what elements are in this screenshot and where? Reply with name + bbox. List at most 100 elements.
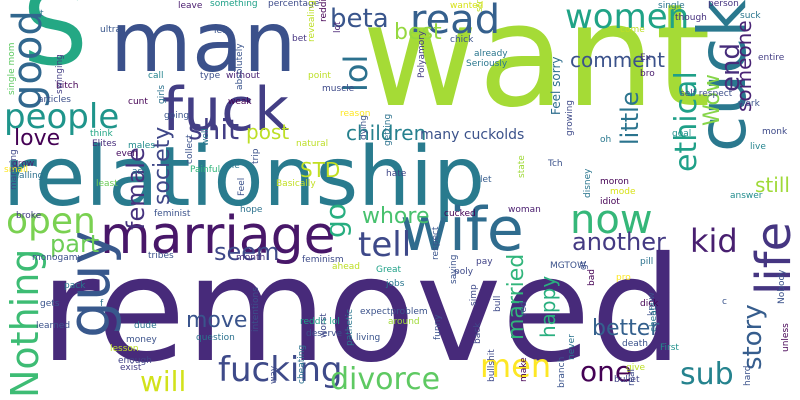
word-let: let bbox=[480, 175, 492, 185]
word-revealing: revealing bbox=[307, 0, 317, 42]
word-many-cuckolds: many cuckolds bbox=[420, 127, 525, 143]
word-pro: pro bbox=[616, 273, 631, 283]
word-bullet: bullet bbox=[614, 375, 640, 385]
word-elites: Elites bbox=[92, 139, 117, 149]
word-wife: wife bbox=[400, 195, 524, 265]
word-std: STD bbox=[300, 158, 341, 182]
word-now: now bbox=[570, 197, 653, 243]
word-fuck: fuck bbox=[162, 75, 289, 145]
word-ahead: ahead bbox=[332, 262, 360, 272]
word-expectproblem: expectproblem bbox=[360, 307, 428, 317]
word-better: better bbox=[592, 316, 660, 341]
word-female: female bbox=[122, 147, 150, 230]
word-girls: girls bbox=[157, 84, 167, 104]
word-feminist: feminist bbox=[154, 209, 191, 219]
word-people: people bbox=[4, 97, 120, 137]
word-single: single bbox=[658, 1, 685, 11]
word-muscle: muscle bbox=[322, 84, 355, 94]
word-story: story bbox=[738, 304, 768, 370]
word-pill: pill bbox=[640, 257, 654, 267]
word-cunt: cunt bbox=[128, 97, 148, 107]
word-swinging: swinging bbox=[55, 54, 65, 94]
word-real: real bbox=[627, 368, 637, 386]
word-simp: simp bbox=[469, 284, 479, 306]
word-percentage: percentage bbox=[268, 0, 320, 9]
word-month: month bbox=[236, 253, 266, 263]
word-wow: Wow bbox=[700, 74, 725, 126]
word-wanted: wanted bbox=[450, 1, 484, 11]
word-kid: kid bbox=[690, 222, 738, 260]
word-type: type bbox=[200, 71, 221, 81]
word-gt: gt bbox=[579, 260, 589, 270]
word-red: red bbox=[519, 301, 529, 316]
word-led: led bbox=[214, 26, 228, 36]
word-moron: moron bbox=[600, 177, 629, 187]
word-love: love bbox=[14, 126, 61, 151]
word-sub: sub bbox=[680, 357, 734, 392]
word-best: best bbox=[394, 20, 442, 45]
word-person: person bbox=[708, 0, 739, 9]
word-enough: enough bbox=[118, 356, 152, 366]
word-feel-sorry: Feel sorry bbox=[549, 56, 563, 115]
word-growing: growing bbox=[565, 100, 575, 136]
word-bullshit: bullshit bbox=[487, 349, 497, 382]
word-bet: bet bbox=[292, 34, 307, 44]
word-marrying: marrying bbox=[9, 149, 19, 190]
word-seem: seem bbox=[214, 238, 280, 266]
word-divorce: divorce bbox=[330, 362, 441, 397]
word-natural: natural bbox=[296, 139, 329, 149]
word-ultra: ultra bbox=[100, 25, 121, 35]
word-state: state bbox=[517, 155, 527, 178]
word-shit: shit bbox=[188, 113, 240, 146]
word-polyamory: Polyamory bbox=[417, 30, 427, 78]
word-going: going bbox=[164, 111, 190, 121]
word-bad: bad bbox=[587, 269, 597, 286]
word-seriously: Seriously bbox=[466, 59, 508, 69]
word-least: least bbox=[96, 179, 118, 189]
word-lesson: lesson bbox=[110, 344, 139, 354]
word-already: already bbox=[474, 49, 508, 59]
word-broke: broke bbox=[16, 211, 42, 221]
word-chick: chick bbox=[450, 35, 474, 45]
word-oh: oh bbox=[600, 135, 612, 145]
word-move: move bbox=[186, 308, 248, 333]
word-poly: poly bbox=[454, 267, 474, 277]
word-grow: grow bbox=[12, 159, 35, 169]
word-mode: mode bbox=[610, 187, 636, 197]
word-still: still bbox=[755, 173, 790, 197]
word-marriage: marriage bbox=[100, 206, 336, 266]
word-fucking: fucking bbox=[218, 350, 343, 390]
word-suck: suck bbox=[740, 11, 761, 21]
word-leave: leave bbox=[178, 1, 203, 11]
word-woman: woman bbox=[508, 205, 541, 215]
word-reason: reason bbox=[340, 109, 371, 119]
word-small: small bbox=[4, 165, 28, 175]
word-s: S bbox=[22, 0, 89, 89]
word-open: open bbox=[6, 201, 96, 242]
word-tribes: tribes bbox=[148, 251, 174, 261]
word-hope: hope bbox=[240, 205, 263, 215]
word-pay: pay bbox=[476, 257, 493, 267]
word-mgtow: MGTOW bbox=[550, 261, 586, 271]
word-question: question bbox=[196, 333, 235, 343]
word-f: f bbox=[100, 299, 104, 309]
word-monogamy: monogamy bbox=[32, 253, 83, 263]
word-jobs: jobs bbox=[386, 279, 405, 289]
word-idiot: idiot bbox=[600, 197, 620, 207]
word-live: live bbox=[750, 142, 766, 152]
word-basically: Basically bbox=[276, 179, 316, 189]
word-hate: hate bbox=[386, 169, 407, 179]
word-way: way bbox=[269, 365, 279, 384]
word-money: money bbox=[126, 335, 157, 345]
word-though: though bbox=[675, 13, 707, 23]
word-children: children bbox=[346, 121, 427, 145]
word-trip: trip bbox=[251, 148, 261, 164]
word-life: life bbox=[746, 221, 800, 295]
word-women: women bbox=[565, 0, 690, 37]
word-males: males bbox=[128, 141, 156, 151]
word-living: living bbox=[356, 333, 381, 343]
word-dude: dude bbox=[134, 321, 157, 331]
word-bitch: bitch bbox=[56, 81, 79, 91]
word-tell: tell bbox=[358, 225, 412, 265]
